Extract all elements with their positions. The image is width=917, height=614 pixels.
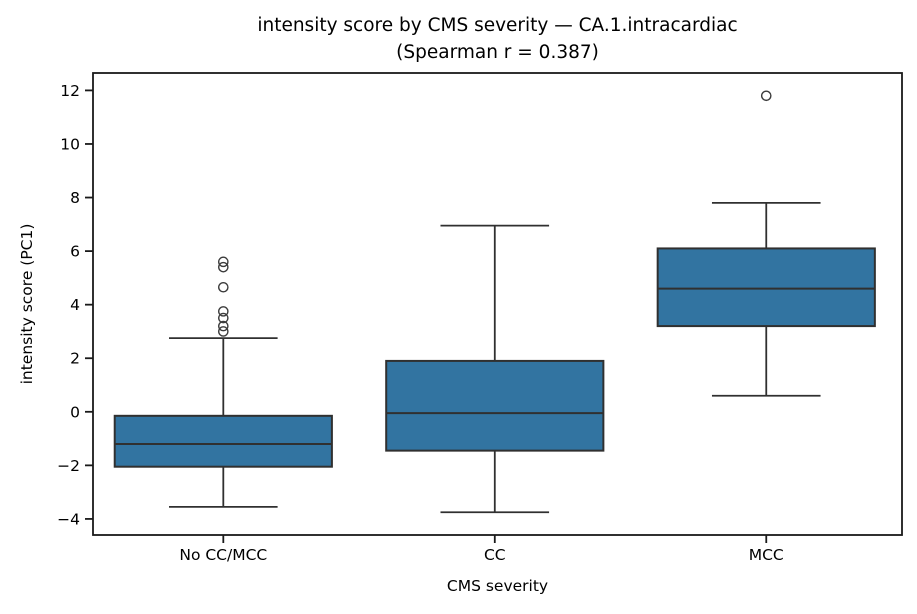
chart-title-line1: intensity score by CMS severity — CA.1.i… — [257, 15, 738, 36]
outlier-point — [760, 90, 772, 102]
x-tick-label: MCC — [749, 546, 784, 564]
x-tick-label: CC — [484, 546, 506, 564]
chart-title: intensity score by CMS severity — CA.1.i… — [93, 12, 902, 66]
outlier-point — [218, 281, 229, 293]
y-tick-label: −2 — [57, 457, 80, 475]
y-tick-label: 10 — [60, 135, 80, 153]
y-tick-label: 2 — [70, 350, 80, 368]
x-axis-label: CMS severity — [446, 577, 549, 595]
outlier-point — [218, 312, 229, 324]
y-tick-label: 6 — [70, 243, 80, 261]
x-tick-label: No CC/MCC — [179, 546, 267, 564]
y-tick-label: 8 — [70, 189, 80, 207]
outlier-point — [218, 306, 229, 317]
y-tick-label: −4 — [57, 510, 80, 528]
y-tick-label: 12 — [60, 82, 80, 100]
y-tick-label: 4 — [70, 296, 80, 314]
outlier-point — [218, 320, 229, 332]
iqr-box — [385, 359, 605, 452]
iqr-box — [113, 414, 333, 468]
outlier-point — [218, 256, 229, 268]
y-tick-label: 0 — [70, 403, 80, 421]
outlier-point — [218, 261, 229, 273]
iqr-box — [656, 247, 876, 328]
chart-title-line2: (Spearman r = 0.387) — [396, 42, 599, 63]
outlier-point — [218, 326, 229, 337]
axes-spines — [92, 72, 903, 536]
